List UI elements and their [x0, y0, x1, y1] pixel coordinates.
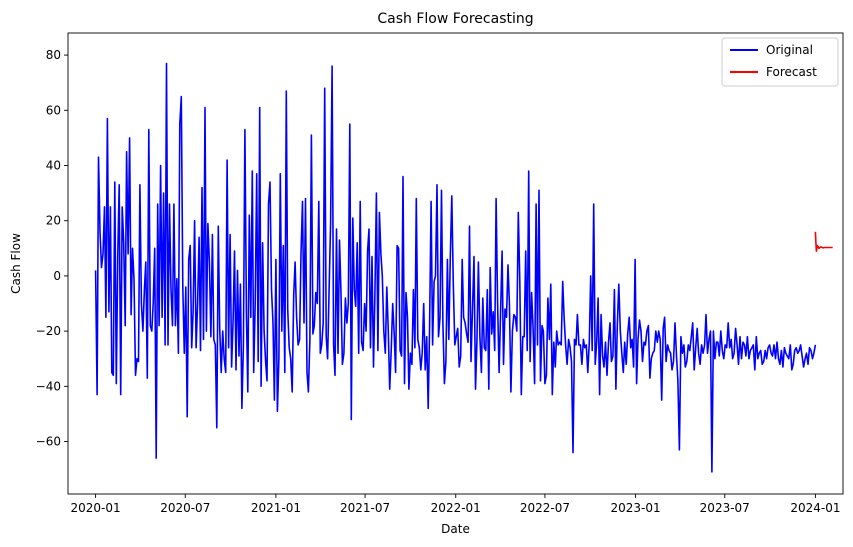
x-tick-label: 2022-01	[431, 501, 481, 515]
legend-label-forecast: Forecast	[766, 65, 817, 79]
x-tick-label: 2022-07	[520, 501, 570, 515]
y-tick-label: 60	[46, 103, 61, 117]
x-axis: 2020-01 2020-07 2021-01 2021-07 2022-01 2022-…	[71, 494, 840, 515]
y-tick-label: 20	[46, 214, 61, 228]
y-tick-label: 40	[46, 159, 61, 173]
plot-area	[68, 33, 843, 494]
y-tick-label: 0	[53, 269, 61, 283]
x-axis-label: Date	[441, 522, 470, 536]
legend-label-original: Original	[766, 43, 813, 57]
x-tick-label: 2021-07	[340, 501, 390, 515]
series-line-forecast	[814, 231, 833, 252]
x-tick-label: 2020-01	[71, 501, 121, 515]
x-tick-label: 2023-07	[700, 501, 750, 515]
y-axis: −60 −40 −20 0 20 40 60 80	[36, 48, 68, 449]
y-tick-label: 80	[46, 48, 61, 62]
x-tick-label: 2021-01	[251, 501, 301, 515]
x-tick-label: 2023-01	[611, 501, 661, 515]
x-tick-label: 2024-01	[790, 501, 840, 515]
y-axis-label: Cash Flow	[9, 233, 23, 294]
series-line-original	[94, 62, 817, 473]
chart-title: Cash Flow Forecasting	[377, 11, 533, 27]
legend: Original Forecast	[721, 37, 839, 87]
y-tick-label: −60	[36, 435, 61, 449]
y-tick-label: −40	[36, 379, 61, 393]
x-tick-label: 2020-07	[160, 501, 210, 515]
series-layer	[94, 62, 833, 473]
y-tick-label: −20	[36, 324, 61, 338]
